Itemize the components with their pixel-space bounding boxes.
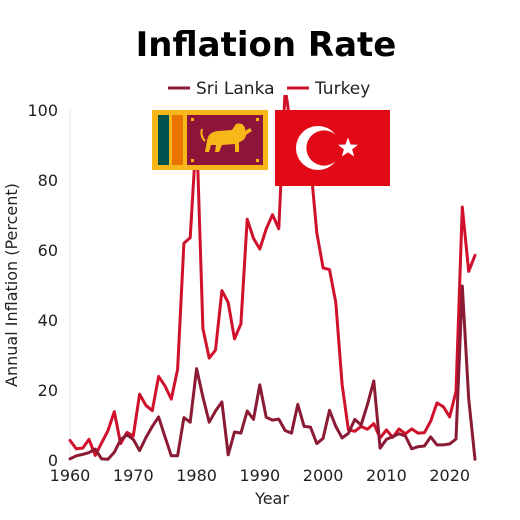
x-tick-label: 1960: [50, 466, 91, 485]
x-tick-label: 1990: [239, 466, 280, 485]
legend-label-turkey: Turkey: [314, 79, 370, 99]
legend: Sri Lanka Turkey: [168, 79, 370, 99]
y-tick-label: 20: [38, 381, 58, 400]
x-tick-label: 1980: [176, 466, 217, 485]
x-tick-label: 1970: [113, 466, 154, 485]
x-axis-label: Year: [254, 489, 289, 508]
turkey-flag-icon: [275, 110, 390, 186]
x-axis-ticks: 1960 1970 1980 1990 2000 2010 2020: [50, 466, 470, 485]
legend-label-sri-lanka: Sri Lanka: [196, 79, 275, 99]
y-tick-label: 60: [38, 241, 58, 260]
series-layer: [68, 95, 477, 461]
x-tick-label: 2020: [429, 466, 470, 485]
y-tick-label: 0: [48, 451, 58, 470]
chart-title: Inflation Rate: [136, 25, 397, 65]
x-tick-label: 2010: [366, 466, 407, 485]
y-tick-label: 100: [27, 101, 58, 120]
series-line-turkey: [68, 95, 477, 457]
sri-lanka-flag-icon: [152, 110, 268, 170]
y-tick-label: 40: [38, 311, 58, 330]
y-axis-ticks: 0 20 40 60 80 100: [27, 101, 58, 470]
series-line-sri-lanka: [68, 284, 477, 461]
y-axis-label: Annual Inflation (Percent): [2, 183, 21, 387]
x-tick-label: 2000: [303, 466, 344, 485]
y-tick-label: 80: [38, 171, 58, 190]
